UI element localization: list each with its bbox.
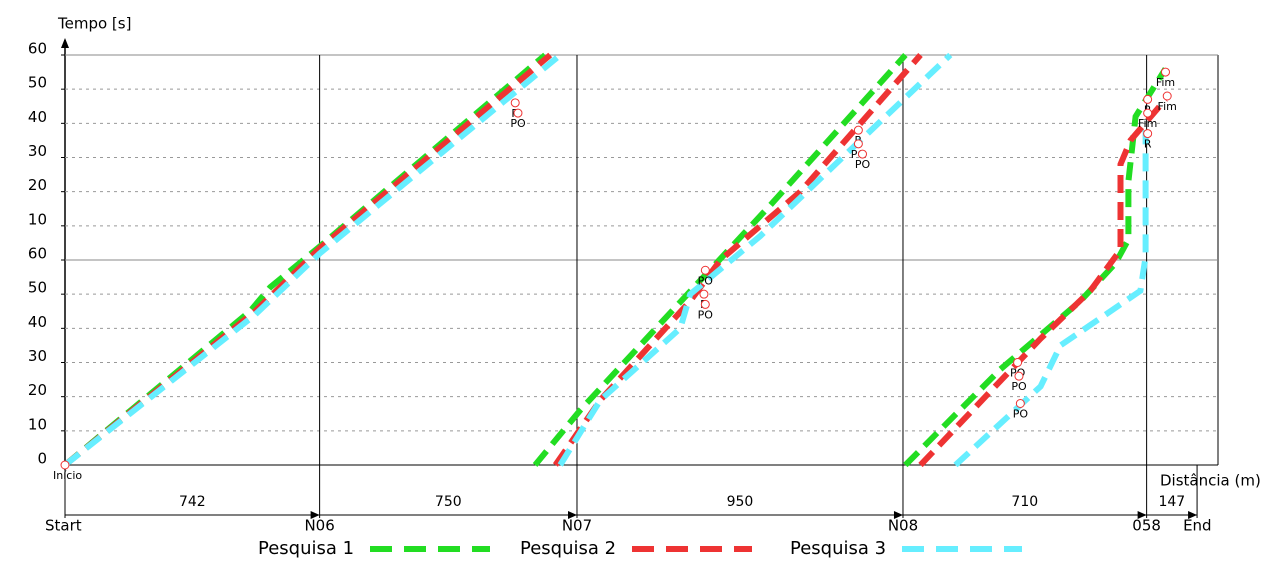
y-tick-label: 20 <box>28 381 47 399</box>
event-marker <box>1160 67 1170 77</box>
y-tick-label: 60 <box>28 245 47 263</box>
y-tick-label: 30 <box>28 142 47 160</box>
y-axis-arrow <box>61 38 69 48</box>
event-label: PO <box>1013 408 1029 421</box>
y-tick-label: 10 <box>28 415 47 433</box>
node-label: N08 <box>888 517 918 535</box>
segment-length: 750 <box>435 494 462 510</box>
event-marker <box>1143 129 1153 139</box>
event-marker <box>699 289 709 299</box>
event-marker <box>1015 399 1025 408</box>
y-tick-label: 60 <box>28 40 47 58</box>
event-label: PO <box>698 308 714 321</box>
y-tick-label: 50 <box>28 74 47 92</box>
legend-label: Pesquisa 2 <box>520 538 616 559</box>
event-label: Início <box>53 469 82 482</box>
event-marker <box>60 460 70 470</box>
event-marker <box>1162 91 1172 101</box>
event-marker <box>853 139 863 149</box>
x-axis-title: Distância (m) <box>1160 472 1261 490</box>
event-label: Fim <box>1158 100 1177 113</box>
y-tick-label: 20 <box>28 176 47 194</box>
y-tick-label: 10 <box>28 210 47 228</box>
event-marker <box>1013 358 1023 367</box>
segment-length: 950 <box>727 494 754 510</box>
event-marker <box>1014 371 1024 381</box>
node-label: N07 <box>562 517 592 535</box>
segment-length: 742 <box>179 494 206 510</box>
segment-length: 147 <box>1158 494 1185 510</box>
event-marker <box>510 98 520 108</box>
y-tick-label: 40 <box>28 313 47 331</box>
y-tick-label: 30 <box>28 347 47 365</box>
y-tick-label: 50 <box>28 279 47 297</box>
event-marker <box>853 125 863 135</box>
segment-length: 710 <box>1011 494 1038 510</box>
event-label: PO <box>510 117 526 130</box>
event-label: PO <box>855 158 871 171</box>
event-label: Fim <box>1156 76 1175 89</box>
event-marker <box>1143 108 1153 118</box>
event-marker <box>700 265 710 275</box>
event-marker <box>700 299 710 309</box>
event-label: PO <box>1011 380 1027 393</box>
node-label: Start <box>45 517 82 535</box>
event-label: PO <box>698 274 714 287</box>
legend-label: Pesquisa 1 <box>258 538 354 559</box>
legend-label: Pesquisa 3 <box>790 538 886 559</box>
node-label: End <box>1183 517 1212 535</box>
event-label: Fim <box>1138 117 1157 130</box>
node-label: N06 <box>304 517 334 535</box>
node-label: 058 <box>1132 517 1161 535</box>
event-marker <box>857 149 867 159</box>
y-tick-label: 40 <box>28 108 47 126</box>
y-tick-label: 0 <box>37 450 47 468</box>
event-marker <box>513 108 523 118</box>
event-label: R <box>1144 138 1152 151</box>
y-axis-title: Tempo [s] <box>57 15 131 33</box>
event-marker <box>1143 94 1153 104</box>
